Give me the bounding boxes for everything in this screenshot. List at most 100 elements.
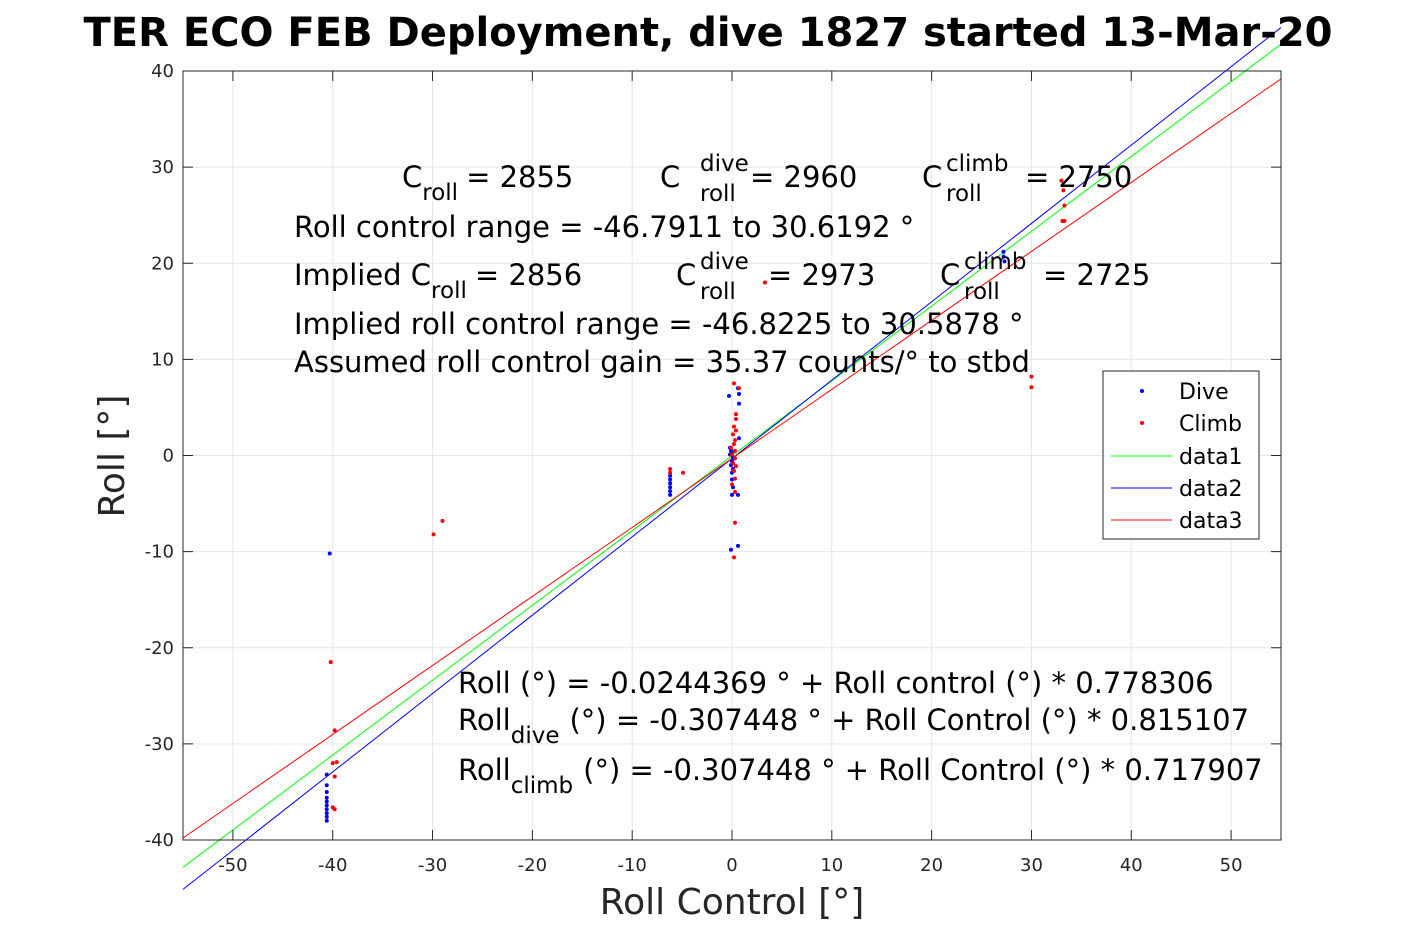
dive-point (324, 814, 329, 819)
c-roll-dive-sub: roll (700, 181, 736, 207)
climb-point (1029, 385, 1034, 390)
dive-point (324, 783, 329, 788)
c-roll-climb-sup: climb (946, 151, 1008, 177)
c-roll-dive-label: C (660, 160, 680, 194)
dive-point (729, 547, 734, 552)
legend-label-climb: Climb (1179, 412, 1242, 437)
climb-point (731, 441, 736, 446)
climb-point (732, 448, 737, 453)
climb-point (332, 728, 337, 733)
dive-point (1002, 259, 1007, 264)
fit-all-text: Roll (°) = -0.0244369 ° + Roll control (… (458, 666, 1214, 700)
implied-c-roll-annotations: Implied Croll = 2856 C dive roll = 2973 C… (294, 249, 1150, 305)
climb-point (731, 424, 736, 429)
data-points (324, 178, 1067, 823)
c-roll-climb-sub: roll (946, 181, 982, 207)
x-tick-label: -10 (617, 855, 646, 876)
dive-point (1001, 249, 1006, 254)
implied-c-roll-dive-sub: roll (700, 279, 736, 305)
dive-point (735, 543, 740, 548)
dive-point (727, 393, 732, 398)
x-tick-label: 50 (1220, 855, 1243, 876)
legend-label-data1: data1 (1179, 445, 1243, 470)
climb-point (730, 461, 735, 466)
climb-point (732, 438, 737, 443)
dive-point (324, 811, 329, 816)
roll-control-range-text: Roll control range = -46.7911 to 30.6192… (294, 210, 914, 244)
climb-point (733, 428, 738, 433)
dive-point (736, 401, 741, 406)
climb-point (733, 464, 738, 469)
x-axis-label: Roll Control [°] (600, 882, 865, 923)
dive-point (327, 551, 332, 556)
climb-point (762, 280, 767, 285)
x-tick-label: 0 (726, 855, 737, 876)
x-tick-label: 40 (1120, 855, 1143, 876)
climb-point (1062, 218, 1067, 223)
x-tick-label: 20 (920, 855, 943, 876)
y-tick-label: -40 (145, 830, 174, 851)
dive-point (324, 803, 329, 808)
climb-point (732, 520, 737, 525)
dive-point (668, 473, 673, 478)
chart-title: TER ECO FEB Deployment, dive 1827 starte… (83, 10, 1332, 56)
c-roll-annotations: Croll = 2855 C dive roll = 2960 C climb r… (402, 151, 1132, 207)
dive-point (730, 492, 734, 497)
fit-dive-text: Rolldive (°) = -0.307448 ° + Roll Control… (458, 703, 1249, 749)
dive-point (668, 492, 673, 497)
climb-point (1062, 203, 1067, 208)
dive-point (324, 807, 329, 812)
dive-point (668, 477, 673, 482)
dive-point (735, 492, 740, 497)
climb-point (668, 466, 673, 471)
climb-point (334, 760, 339, 765)
climb-point (732, 476, 737, 481)
legend-marker-climb (1140, 421, 1144, 425)
c-roll-dive-value: = 2960 (750, 160, 857, 194)
climb-point (731, 381, 736, 386)
climb-point (731, 468, 736, 473)
dive-point (1001, 254, 1006, 259)
y-tick-label: 20 (151, 253, 174, 274)
x-tick-label: -30 (418, 855, 447, 876)
gain-text: Assumed roll control gain = 35.37 counts… (294, 345, 1030, 379)
y-tick-label: -30 (145, 734, 174, 755)
y-tick-label: -10 (145, 542, 174, 563)
climb-point (732, 456, 737, 461)
implied-c-roll-dive-sup: dive (700, 249, 749, 275)
climb-point (440, 518, 445, 523)
dive-point (668, 481, 673, 486)
implied-c-roll-climb-value: = 2725 (1043, 258, 1150, 292)
legend-marker-dive (1140, 389, 1144, 393)
y-tick-label: 10 (151, 349, 174, 370)
x-tick-label: -20 (518, 855, 547, 876)
dive-point (668, 485, 673, 490)
c-roll-dive-sup: dive (700, 151, 749, 177)
dive-point (324, 789, 329, 794)
legend-label-data2: data2 (1179, 477, 1243, 502)
x-tick-label: 30 (1020, 855, 1043, 876)
x-tick-label: 10 (820, 855, 843, 876)
climb-point (332, 807, 337, 812)
implied-c-roll-label: Implied Croll = 2856 (294, 258, 582, 304)
climb-point (681, 470, 686, 475)
y-tick-label: -20 (145, 638, 174, 659)
climb-point (330, 761, 335, 766)
axis-ticks: -50 -40 -30 -20 -10 0 10 20 30 40 50 -40 -30 -20 -10 0 1… (145, 61, 1281, 876)
dive-point (736, 436, 741, 441)
legend-box (1102, 370, 1260, 540)
dive-point (324, 799, 329, 804)
dive-point (324, 795, 329, 800)
legend-label-data3: data3 (1179, 509, 1243, 534)
c-roll-label: Croll = 2855 (402, 160, 573, 206)
implied-c-roll-dive-value: = 2973 (768, 258, 875, 292)
climb-point (736, 386, 741, 391)
climb-point (733, 416, 738, 421)
legend: Dive Climb data1 data2 data3 (1102, 370, 1260, 540)
climb-point (1061, 188, 1066, 193)
climb-point (729, 445, 734, 450)
fit-climb-text: Rollclimb (°) = -0.307448 ° + Roll Contro… (458, 753, 1263, 799)
climb-point (431, 532, 436, 537)
y-tick-label: 40 (151, 61, 174, 82)
dive-point (736, 391, 741, 396)
